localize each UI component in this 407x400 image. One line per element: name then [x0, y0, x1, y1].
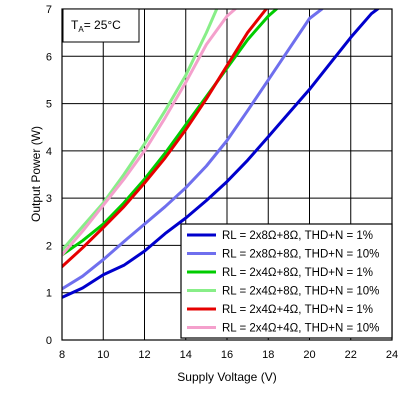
legend: RL = 2x8Ω+8Ω, THD+N = 1% RL = 2x8Ω+8Ω, TH…: [180, 223, 393, 339]
legend-entry: RL = 2x8Ω+8Ω, THD+N = 10%: [222, 249, 379, 261]
x-tick-label: 20: [303, 349, 315, 361]
x-tick-label: 22: [345, 349, 357, 361]
annotation-box: TA= 25°C: [62, 8, 140, 43]
annotation-subscript: A: [78, 25, 84, 34]
y-tick-label: 1: [46, 288, 52, 300]
series-line-1: [62, 9, 380, 299]
annotation-main: T: [71, 18, 79, 32]
series-line-3: [62, 9, 278, 257]
x-tick-label: 10: [97, 349, 109, 361]
x-axis-label: Supply Voltage (V): [177, 370, 276, 384]
x-tick-label: 18: [262, 349, 274, 361]
x-tick-label: 12: [138, 349, 150, 361]
series-line-4: [62, 9, 219, 252]
axes: [61, 8, 393, 341]
legend-entry: RL = 2x4Ω+8Ω, THD+N = 10%: [222, 286, 379, 298]
legend-entry: RL = 2x4Ω+4Ω, THD+N = 1%: [222, 304, 373, 316]
annotation-text: TA= 25°C: [71, 18, 121, 34]
y-tick-label: 5: [46, 99, 52, 111]
plot-frame: [61, 8, 393, 341]
y-tick-label: 0: [46, 335, 52, 347]
series-line-6: [62, 9, 237, 257]
y-tick-label: 7: [46, 4, 52, 16]
legend-entry: RL = 2x4Ω+4Ω, THD+N = 10%: [222, 323, 379, 335]
legend-entry: RL = 2x8Ω+8Ω, THD+N = 1%: [222, 230, 373, 242]
series-lines: [62, 9, 380, 299]
y-tick-label: 2: [46, 240, 52, 252]
y-tick-label: 6: [46, 51, 52, 63]
x-tick-label: 16: [221, 349, 233, 361]
series-line-2: [62, 9, 324, 291]
x-tick-label: 14: [180, 349, 192, 361]
legend-entry: RL = 2x4Ω+8Ω, THD+N = 1%: [222, 267, 373, 279]
x-tick-label: 24: [386, 349, 398, 361]
y-tick-label: 4: [46, 146, 52, 158]
annotation-frame: [62, 8, 140, 43]
series-line-5: [62, 9, 268, 269]
annotation-rest: = 25°C: [84, 18, 121, 32]
legend-frame: [180, 223, 393, 339]
x-tick-label: 8: [59, 349, 65, 361]
y-tick-label: 3: [46, 193, 52, 205]
y-axis-label: Output Power (W): [29, 126, 43, 222]
